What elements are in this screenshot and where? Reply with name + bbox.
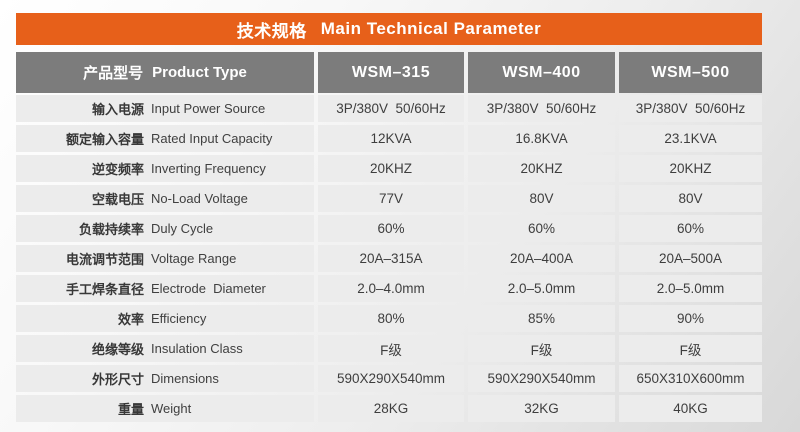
spec-label-zh: 输入电源: [91, 102, 144, 117]
spec-value: 80V: [468, 185, 615, 212]
spec-value: 3P/380V 50/60Hz: [619, 95, 762, 122]
spec-value: 590X290X540mm: [468, 365, 615, 392]
spec-value: 12KVA: [318, 125, 464, 152]
table-row-insulation-class: 绝缘等级 Insulation Class F级 F级 F级: [16, 335, 762, 362]
spec-label: 重量 Weight: [16, 395, 314, 422]
spec-value: 20KHZ: [318, 155, 464, 182]
spec-label: 绝缘等级 Insulation Class: [16, 335, 314, 362]
spec-value: 28KG: [318, 395, 464, 422]
spec-label-zh: 重量: [117, 402, 144, 417]
spec-value: 20KHZ: [468, 155, 615, 182]
product-type-header-row: 产品型号 Product Type WSM–315 WSM–400 WSM–50…: [16, 52, 762, 93]
spec-value: 650X310X600mm: [619, 365, 762, 392]
spec-label-zh: 额定输入容量: [65, 132, 144, 147]
page-title: 技术规格 Main Technical Parameter: [16, 13, 762, 45]
spec-label-en: Electrode Diameter: [151, 281, 266, 296]
spec-value: 80%: [318, 305, 464, 332]
spec-label-en: Efficiency: [151, 311, 207, 326]
spec-label-zh: 空载电压: [91, 192, 144, 207]
table-row-dimensions: 外形尺寸 Dimensions 590X290X540mm 590X290X54…: [16, 365, 762, 392]
spec-label-zh: 电流调节范围: [65, 252, 144, 267]
spec-label-zh: 效率: [117, 312, 144, 327]
table-row-duty-cycle: 负载持续率 Duly Cycle 60% 60% 60%: [16, 215, 762, 242]
spec-label-zh: 手工焊条直径: [65, 282, 144, 297]
spec-label: 手工焊条直径 Electrode Diameter: [16, 275, 314, 302]
spec-value: 3P/380V 50/60Hz: [468, 95, 615, 122]
spec-value: F级: [318, 335, 464, 362]
spec-value: 23.1KVA: [619, 125, 762, 152]
spec-value: 90%: [619, 305, 762, 332]
spec-label-en: No-Load Voltage: [151, 191, 248, 206]
spec-value: 16.8KVA: [468, 125, 615, 152]
product-type-header: 产品型号 Product Type: [16, 52, 314, 93]
technical-parameter-table: 技术规格 Main Technical Parameter 产品型号 Produ…: [16, 13, 762, 422]
spec-value: 2.0–4.0mm: [318, 275, 464, 302]
product-type-label-en: Product Type: [152, 64, 247, 81]
spec-label: 额定输入容量 Rated Input Capacity: [16, 125, 314, 152]
spec-value: F级: [468, 335, 615, 362]
table-row-rated-input-capacity: 额定输入容量 Rated Input Capacity 12KVA 16.8KV…: [16, 125, 762, 152]
model-header-wsm-400: WSM–400: [468, 52, 615, 93]
table-row-electrode-diameter: 手工焊条直径 Electrode Diameter 2.0–4.0mm 2.0–…: [16, 275, 762, 302]
table-row-weight: 重量 Weight 28KG 32KG 40KG: [16, 395, 762, 422]
spec-value: 3P/380V 50/60Hz: [318, 95, 464, 122]
product-type-label-zh: 产品型号: [83, 65, 144, 82]
spec-label-en: Insulation Class: [151, 341, 243, 356]
spec-label: 空载电压 No-Load Voltage: [16, 185, 314, 212]
spec-label-en: Dimensions: [151, 371, 219, 386]
page-title-en: Main Technical Parameter: [320, 19, 542, 38]
model-header-wsm-315: WSM–315: [318, 52, 464, 93]
spec-value: 40KG: [619, 395, 762, 422]
spec-value: 32KG: [468, 395, 615, 422]
spec-value: 77V: [318, 185, 464, 212]
spec-value: 60%: [318, 215, 464, 242]
model-header-wsm-500: WSM–500: [619, 52, 762, 93]
spec-label: 电流调节范围 Voltage Range: [16, 245, 314, 272]
spec-label-en: Weight: [151, 401, 192, 416]
spec-label-en: Rated Input Capacity: [151, 131, 273, 146]
spec-value: F级: [619, 335, 762, 362]
spec-value: 590X290X540mm: [318, 365, 464, 392]
spec-value: 20KHZ: [619, 155, 762, 182]
table-row-input-power-source: 输入电源 Input Power Source 3P/380V 50/60Hz …: [16, 95, 762, 122]
spec-label: 输入电源 Input Power Source: [16, 95, 314, 122]
table-row-no-load-voltage: 空载电压 No-Load Voltage 77V 80V 80V: [16, 185, 762, 212]
spec-rows: 输入电源 Input Power Source 3P/380V 50/60Hz …: [16, 95, 762, 422]
spec-label-en: Duly Cycle: [151, 221, 214, 236]
spec-label: 外形尺寸 Dimensions: [16, 365, 314, 392]
spec-label-en: Voltage Range: [151, 251, 237, 266]
spec-value: 20A–315A: [318, 245, 464, 272]
spec-value: 60%: [468, 215, 615, 242]
table-row-efficiency: 效率 Efficiency 80% 85% 90%: [16, 305, 762, 332]
spec-label: 负载持续率 Duly Cycle: [16, 215, 314, 242]
spec-value: 20A–500A: [619, 245, 762, 272]
spec-value: 80V: [619, 185, 762, 212]
page-title-zh: 技术规格: [236, 21, 307, 41]
spec-value: 60%: [619, 215, 762, 242]
spec-label: 效率 Efficiency: [16, 305, 314, 332]
spec-label-zh: 负载持续率: [78, 222, 144, 237]
spec-value: 2.0–5.0mm: [468, 275, 615, 302]
spec-label-zh: 绝缘等级: [91, 342, 144, 357]
spec-value: 20A–400A: [468, 245, 615, 272]
spec-label-en: Inverting Frequency: [151, 161, 266, 176]
spec-value: 2.0–5.0mm: [619, 275, 762, 302]
spec-label-zh: 外形尺寸: [91, 372, 144, 387]
spec-value: 85%: [468, 305, 615, 332]
spec-label: 逆变频率 Inverting Frequency: [16, 155, 314, 182]
spec-label-en: Input Power Source: [151, 101, 266, 116]
spec-label-zh: 逆变频率: [91, 162, 144, 177]
table-row-voltage-range: 电流调节范围 Voltage Range 20A–315A 20A–400A 2…: [16, 245, 762, 272]
table-row-inverting-frequency: 逆变频率 Inverting Frequency 20KHZ 20KHZ 20K…: [16, 155, 762, 182]
